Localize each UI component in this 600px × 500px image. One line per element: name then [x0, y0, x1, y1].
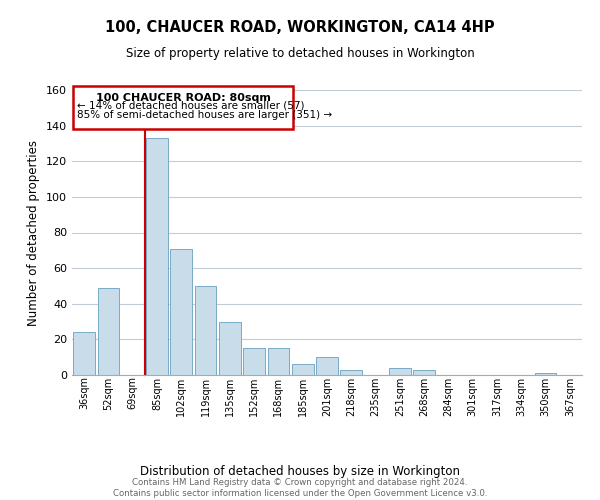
- Bar: [73, 332, 95, 375]
- Bar: [292, 364, 314, 375]
- Bar: [535, 373, 556, 375]
- Bar: [340, 370, 362, 375]
- Bar: [413, 370, 435, 375]
- Text: Distribution of detached houses by size in Workington: Distribution of detached houses by size …: [140, 464, 460, 477]
- Text: Size of property relative to detached houses in Workington: Size of property relative to detached ho…: [125, 48, 475, 60]
- Y-axis label: Number of detached properties: Number of detached properties: [28, 140, 40, 326]
- Bar: [194, 286, 217, 375]
- Bar: [243, 348, 265, 375]
- Bar: [73, 86, 293, 129]
- Text: 85% of semi-detached houses are larger (351) →: 85% of semi-detached houses are larger (…: [77, 110, 332, 120]
- Bar: [146, 138, 168, 375]
- Text: 100 CHAUCER ROAD: 80sqm: 100 CHAUCER ROAD: 80sqm: [95, 92, 271, 102]
- Bar: [97, 288, 119, 375]
- Bar: [170, 248, 192, 375]
- Text: ← 14% of detached houses are smaller (57): ← 14% of detached houses are smaller (57…: [77, 100, 304, 110]
- Text: Contains HM Land Registry data © Crown copyright and database right 2024.
Contai: Contains HM Land Registry data © Crown c…: [113, 478, 487, 498]
- Bar: [219, 322, 241, 375]
- Bar: [268, 348, 289, 375]
- Text: 100, CHAUCER ROAD, WORKINGTON, CA14 4HP: 100, CHAUCER ROAD, WORKINGTON, CA14 4HP: [105, 20, 495, 35]
- Bar: [316, 357, 338, 375]
- Bar: [389, 368, 411, 375]
